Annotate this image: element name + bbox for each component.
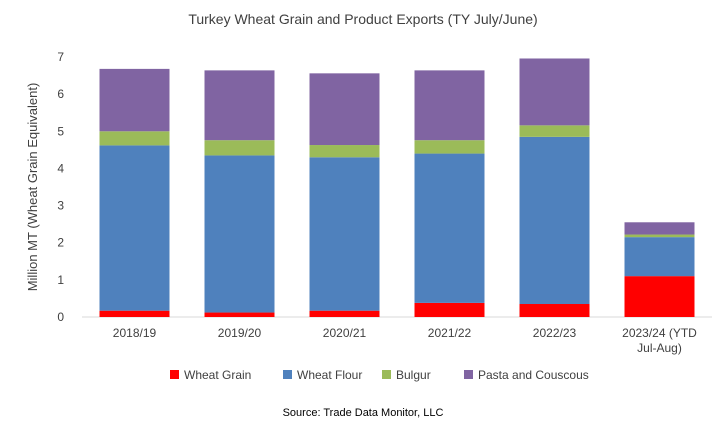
bar-wheat-flour-1 — [204, 155, 275, 313]
legend-label-wheat-grain: Wheat Grain — [184, 368, 251, 382]
bar-pasta-and-couscous-3 — [414, 70, 485, 141]
y-tick-label: 4 — [57, 161, 64, 175]
legend-label-wheat-flour: Wheat Flour — [297, 368, 362, 382]
x-tick-label: 2021/22 — [428, 326, 472, 340]
legend: Wheat Grain Wheat Flour Bulgur Pasta and Co… — [170, 368, 589, 382]
bar-wheat-grain-4 — [519, 304, 590, 317]
legend-swatch-pasta-and-couscous — [464, 370, 473, 379]
y-tick-label: 7 — [57, 50, 64, 64]
bar-wheat-flour-0 — [99, 145, 170, 311]
legend-swatch-bulgur — [382, 370, 391, 379]
legend-swatch-wheat-grain — [170, 370, 179, 379]
bar-pasta-and-couscous-0 — [99, 68, 170, 132]
x-tick-label: 2022/23 — [533, 326, 577, 340]
x-tick-label: 2018/19 — [113, 326, 157, 340]
legend-label-pasta-and-couscous: Pasta and Couscous — [478, 368, 589, 382]
bar-wheat-flour-2 — [309, 157, 380, 311]
bar-wheat-grain-3 — [414, 302, 485, 317]
bar-wheat-flour-5 — [624, 237, 695, 277]
bar-bulgur-3 — [414, 140, 485, 154]
y-tick-label: 5 — [57, 124, 64, 138]
bar-wheat-grain-5 — [624, 276, 695, 317]
x-tick-label: 2019/20 — [218, 326, 262, 340]
bar-pasta-and-couscous-2 — [309, 73, 380, 146]
y-tick-label: 6 — [57, 87, 64, 101]
bar-wheat-grain-0 — [99, 310, 170, 317]
bar-wheat-flour-3 — [414, 153, 485, 303]
y-tick-label: 1 — [57, 273, 64, 287]
y-tick-label: 3 — [57, 199, 64, 213]
legend-swatch-wheat-flour — [283, 370, 292, 379]
bar-bulgur-2 — [309, 145, 380, 158]
legend-label-bulgur: Bulgur — [396, 368, 431, 382]
y-tick-label: 0 — [57, 310, 64, 324]
bar-pasta-and-couscous-5 — [624, 222, 695, 235]
x-axis-ticks: 2018/19 2019/20 2020/21 2021/22 2022/23 2023/… — [113, 326, 697, 355]
bar-bulgur-1 — [204, 140, 275, 156]
bar-pasta-and-couscous-4 — [519, 58, 590, 126]
source-note: Source: Trade Data Monitor, LLC — [283, 407, 444, 419]
x-tick-label: 2020/21 — [323, 326, 367, 340]
bar-stacks — [99, 58, 695, 317]
x-tick-label: 2023/24 (YTD Jul-Aug) — [622, 326, 697, 355]
y-tick-label: 2 — [57, 236, 64, 250]
bar-bulgur-5 — [624, 234, 695, 238]
y-axis-label: Million MT (Wheat Grain Equivalent) — [25, 83, 40, 292]
y-axis-ticks: 0 1 2 3 4 5 6 7 — [57, 50, 64, 324]
bar-bulgur-0 — [99, 131, 170, 146]
bar-wheat-flour-4 — [519, 136, 590, 304]
bar-pasta-and-couscous-1 — [204, 70, 275, 141]
bar-bulgur-4 — [519, 125, 590, 137]
chart-title: Turkey Wheat Grain and Product Exports (… — [188, 11, 537, 27]
bar-wheat-grain-1 — [204, 312, 275, 317]
bar-wheat-grain-2 — [309, 310, 380, 317]
